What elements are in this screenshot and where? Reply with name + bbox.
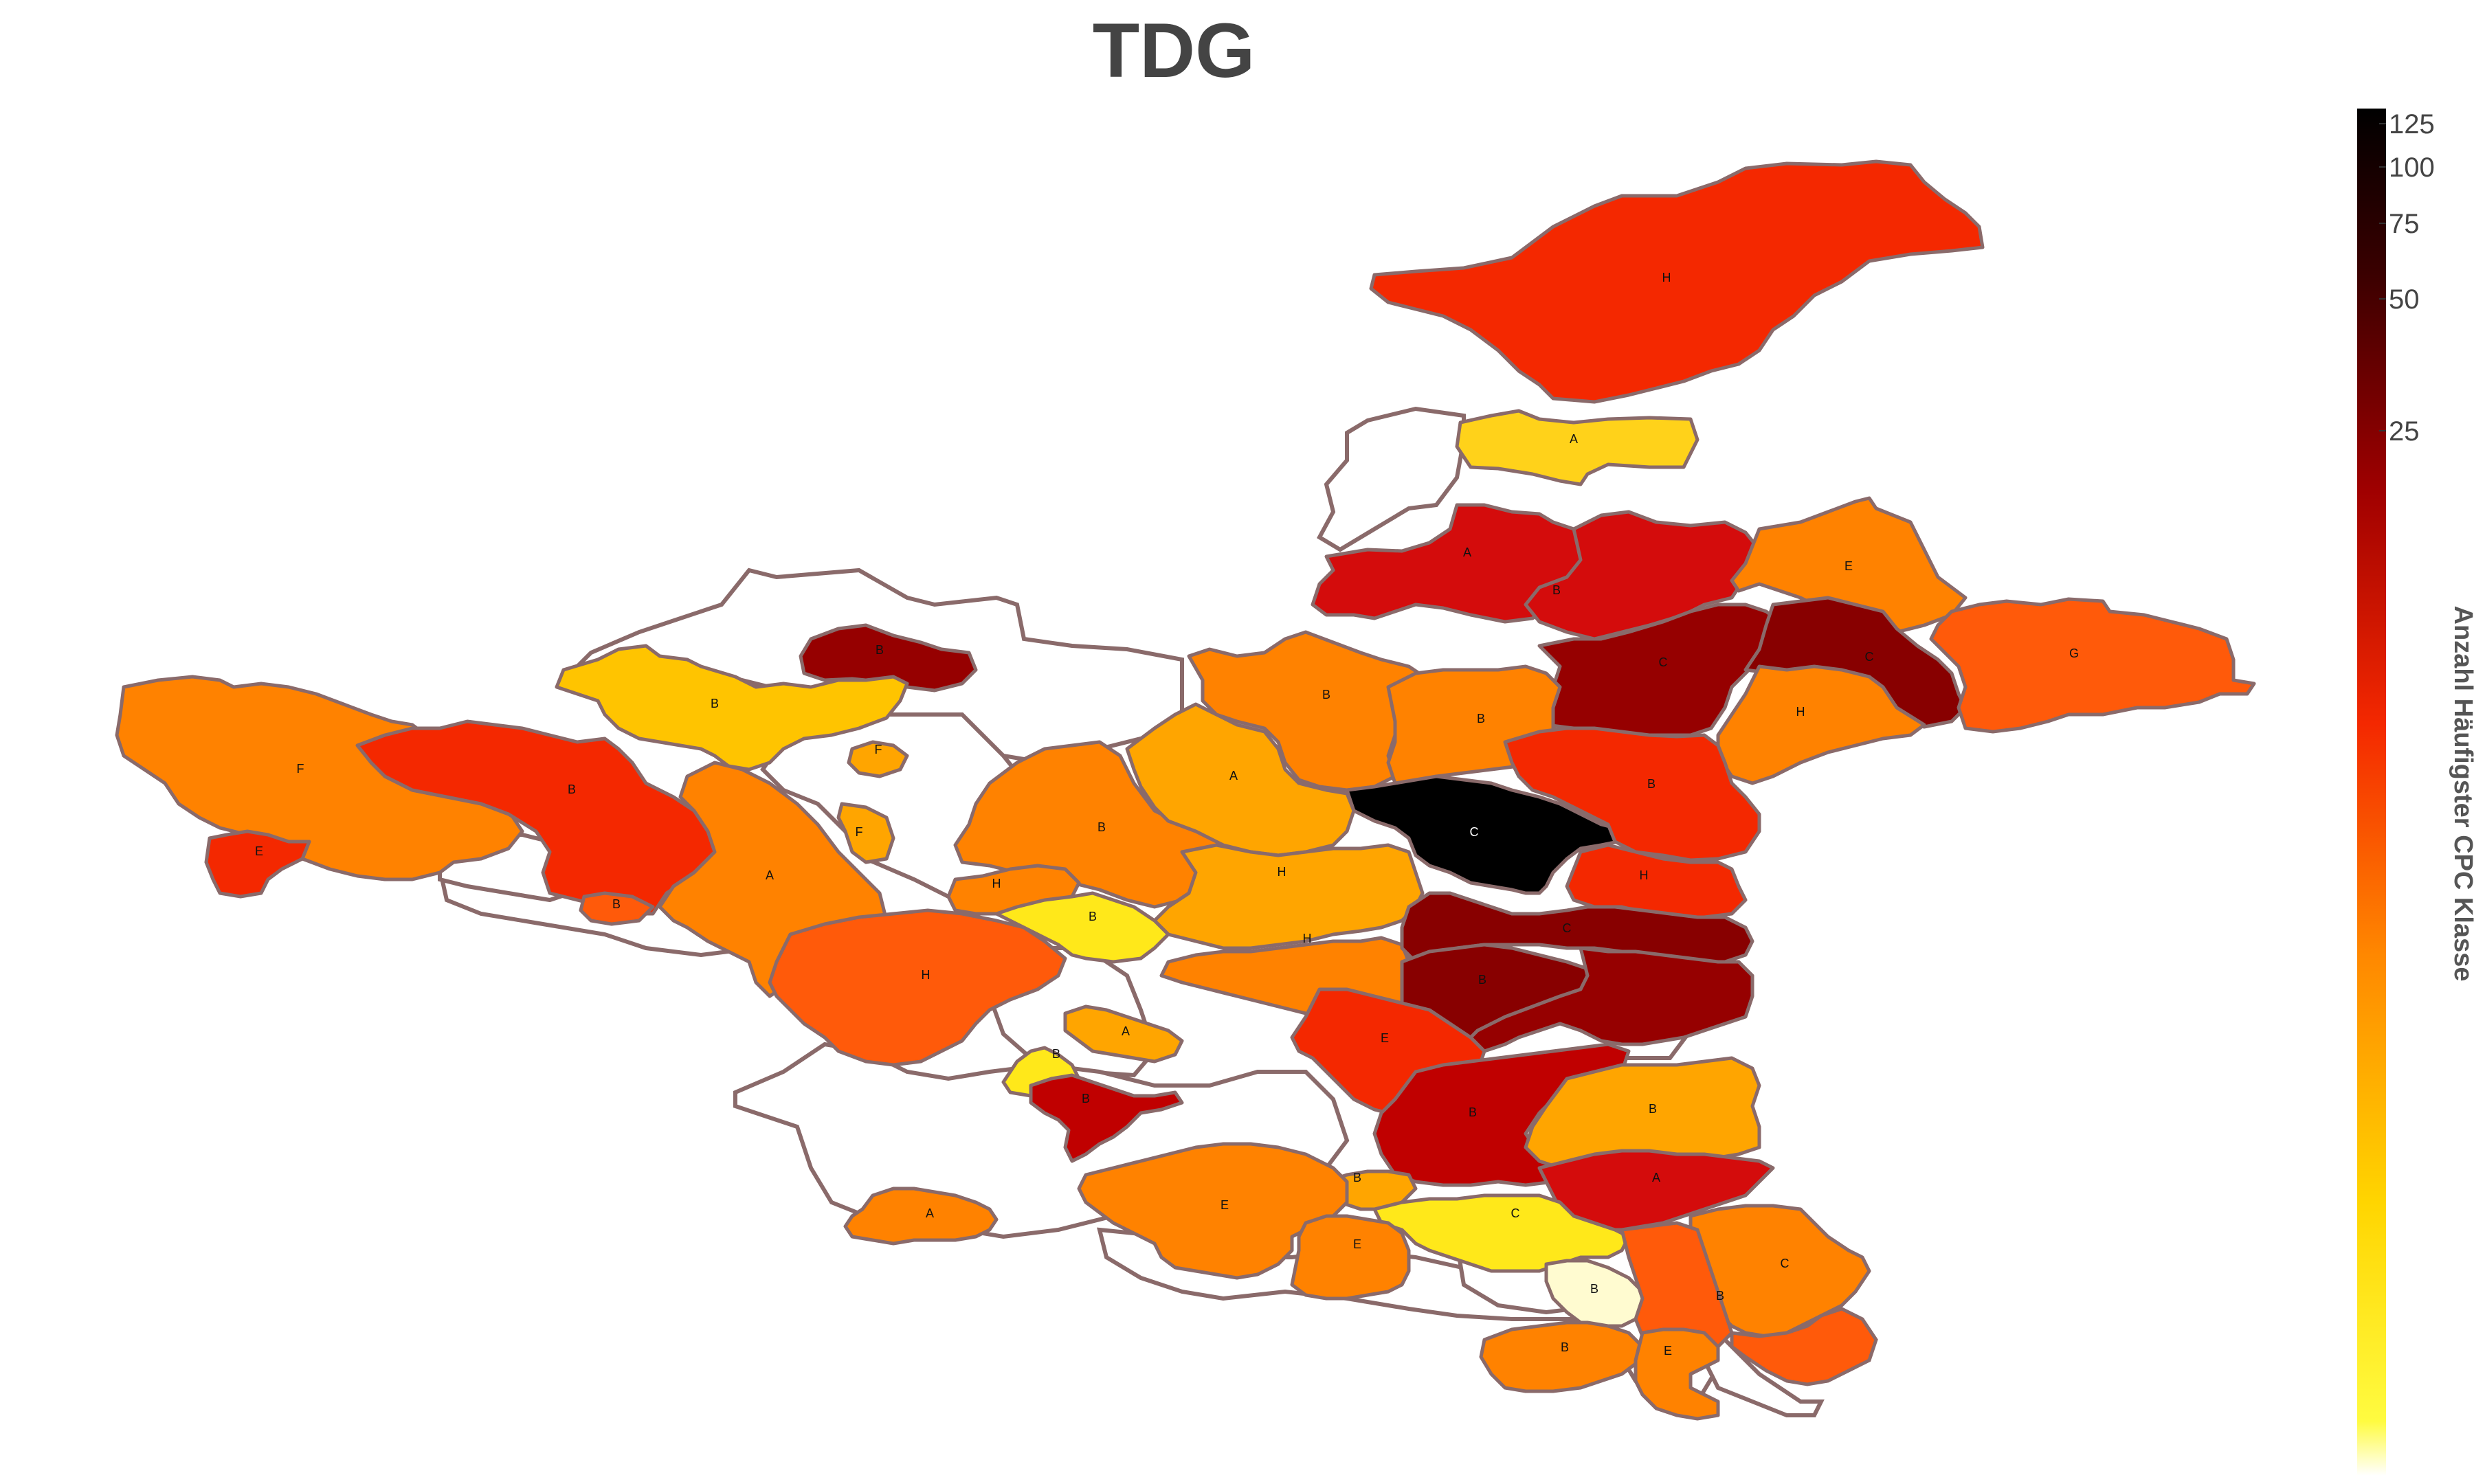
region-label: F xyxy=(297,762,304,776)
region-label: B xyxy=(1052,1047,1060,1061)
region-label: E xyxy=(1353,1237,1361,1251)
region-labels: H A A B E C C G H B B F F B E B A F B B … xyxy=(255,271,2079,1358)
region-label: B xyxy=(1716,1289,1724,1303)
region-label: B xyxy=(1647,777,1656,791)
region-b-red-small xyxy=(1029,1073,1184,1163)
region-label: B xyxy=(1477,712,1485,726)
colorbar-title: Anzahl Häufigster CPC Klasse xyxy=(2449,606,2474,982)
region-b-yellow-center xyxy=(994,891,1170,964)
region-f-small-center xyxy=(836,802,895,864)
region-label: A xyxy=(1229,769,1238,783)
region-label: B xyxy=(1082,1092,1090,1105)
region-dark-south-east xyxy=(1462,946,1754,1060)
region-north-a xyxy=(1455,409,1700,486)
region-label: E xyxy=(1381,1031,1389,1045)
region-label: H xyxy=(992,877,1001,890)
no-data-region-north xyxy=(1316,406,1466,552)
region-label: H xyxy=(1278,865,1286,879)
data-regions xyxy=(115,159,2256,1421)
colorbar-tick-label: 25 xyxy=(2389,416,2420,447)
region-label: B xyxy=(1353,1171,1361,1184)
region-label: C xyxy=(1865,650,1874,664)
region-south-east-tail xyxy=(1730,1307,1878,1386)
region-label: B xyxy=(876,643,884,657)
region-label: B xyxy=(612,897,621,911)
region-h-east xyxy=(1716,664,1926,785)
region-label: E xyxy=(255,844,263,858)
region-label: H xyxy=(1662,271,1671,284)
no-data-region-low-east xyxy=(1694,1306,1825,1417)
region-h-center xyxy=(1152,843,1425,950)
region-label: H xyxy=(922,968,930,982)
region-label: C xyxy=(1781,1257,1790,1270)
region-b-small-west xyxy=(579,891,655,926)
region-label: B xyxy=(1469,1105,1477,1119)
region-north-h xyxy=(1369,159,1985,404)
region-label: H xyxy=(1303,932,1312,945)
region-label: A xyxy=(926,1206,934,1220)
region-label: F xyxy=(856,825,863,839)
region-label: F xyxy=(875,743,882,756)
region-label: B xyxy=(568,783,576,796)
region-label: B xyxy=(1478,973,1486,987)
region-label: H xyxy=(1796,705,1805,719)
region-e-bottom xyxy=(1634,1327,1720,1421)
region-c-black-hub xyxy=(1345,774,1620,895)
region-f-west xyxy=(115,675,524,881)
region-label: C xyxy=(1659,655,1668,669)
region-label: E xyxy=(1845,559,1853,573)
region-c-yellow-south xyxy=(1372,1193,1631,1273)
region-label: C xyxy=(1563,921,1572,935)
region-h-south-west xyxy=(768,908,1067,1067)
colorbar-gradient xyxy=(2357,109,2386,1476)
colorbar: 125 100 75 50 25 Anzahl Häufigster CPC K… xyxy=(2357,109,2474,1476)
region-label: A xyxy=(1122,1024,1130,1038)
region-label: E xyxy=(1664,1344,1672,1358)
colorbar-tick-label: 75 xyxy=(2389,209,2420,239)
region-label: B xyxy=(1089,910,1097,923)
region-label: B xyxy=(1561,1340,1569,1354)
colorbar-tick-label: 50 xyxy=(2389,284,2420,315)
region-label: B xyxy=(1649,1102,1657,1116)
region-label: C xyxy=(1470,825,1479,839)
region-label: B xyxy=(1552,583,1561,597)
region-b-orange-south-east xyxy=(1524,1056,1761,1173)
region-b-north-center xyxy=(1187,630,1431,792)
region-a-south-center xyxy=(1063,1004,1184,1064)
region-a-south-west xyxy=(843,1187,999,1246)
region-label: A xyxy=(1652,1171,1660,1184)
region-label: A xyxy=(1570,432,1578,446)
region-e-south xyxy=(1077,1142,1349,1280)
region-label: B xyxy=(1590,1282,1598,1296)
colorbar-tick-label: 125 xyxy=(2389,109,2435,139)
region-f-small xyxy=(847,740,909,778)
region-label: B xyxy=(1097,820,1106,834)
map-title: TDG xyxy=(1093,8,1255,93)
region-label: C xyxy=(1511,1206,1520,1220)
region-b-east-center xyxy=(1503,726,1761,862)
region-label: A xyxy=(1463,546,1471,559)
region-e-south-small xyxy=(1290,1214,1411,1301)
region-h-red-center xyxy=(1565,843,1748,919)
region-label: H xyxy=(1640,868,1649,882)
region-label: E xyxy=(1221,1198,1229,1212)
region-b-yellow-west xyxy=(555,644,909,772)
colorbar-tick-label: 100 xyxy=(2389,153,2435,183)
region-b-orange-bottom xyxy=(1479,1320,1645,1393)
region-label: G xyxy=(2069,647,2079,660)
region-e-north-east xyxy=(1730,496,1968,634)
region-e-far-west xyxy=(204,829,311,899)
region-g-far-east xyxy=(1929,597,2256,734)
region-label: B xyxy=(711,697,719,710)
region-b-dark-north-west xyxy=(799,623,978,693)
region-label: A xyxy=(766,868,774,882)
region-label: B xyxy=(1322,688,1330,701)
